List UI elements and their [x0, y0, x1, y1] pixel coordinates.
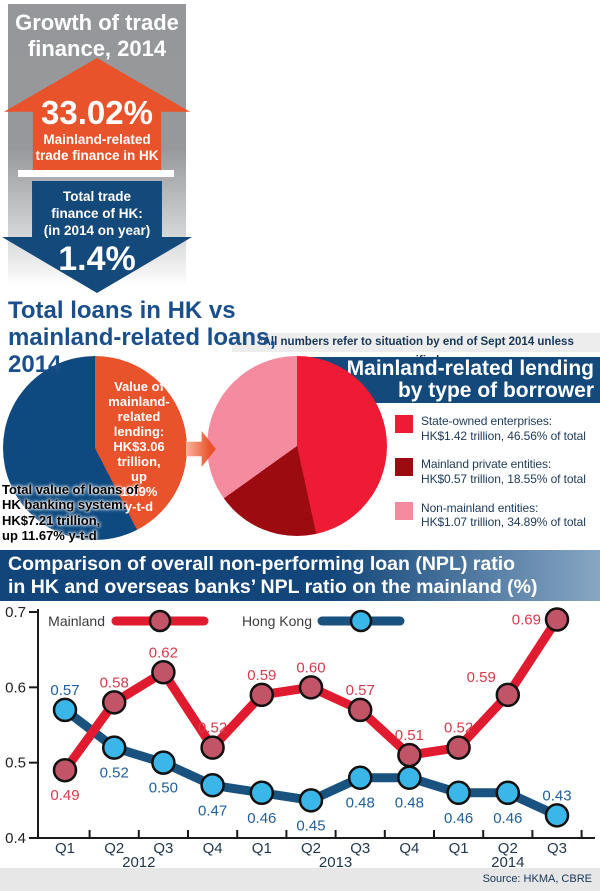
data-label: 0.47 — [198, 802, 227, 819]
data-label: 0.52 — [100, 765, 129, 782]
svg-text:Hong Kong: Hong Kong — [242, 613, 312, 629]
up-arrow: 33.02% Mainland-related trade finance in… — [4, 58, 190, 170]
down-arrow-caption: Total trade finance of HK: (in 2014 on y… — [43, 189, 151, 238]
svg-text:2014: 2014 — [491, 854, 524, 868]
legend-item-state-owned: State-owned enterprises: HK$1.42 trillio… — [395, 414, 586, 443]
borrower-pie — [207, 356, 387, 536]
data-label: 0.51 — [395, 727, 424, 744]
source-label: Source: HKMA, CBRE — [0, 868, 600, 891]
total-loans-label: Total value of loans of HK banking syste… — [2, 482, 139, 543]
svg-text:Q2: Q2 — [301, 840, 321, 857]
svg-text:0.4: 0.4 — [5, 830, 26, 847]
borrower-pie-header: Mainland-related lending by type of borr… — [310, 357, 600, 403]
data-label: 0.60 — [296, 659, 325, 676]
data-point — [101, 690, 127, 715]
svg-text:Q2: Q2 — [498, 840, 518, 857]
data-point — [495, 780, 521, 806]
data-point — [347, 765, 373, 790]
svg-text:Q2: Q2 — [104, 840, 124, 857]
data-label: 0.59 — [467, 669, 496, 686]
data-label: 0.59 — [247, 667, 276, 684]
data-point — [397, 742, 422, 768]
data-label: 0.46 — [493, 810, 522, 827]
svg-text:Q3: Q3 — [153, 840, 173, 857]
svg-text:0.5: 0.5 — [5, 755, 26, 772]
legend-swatch — [395, 415, 413, 433]
data-label: 0.48 — [395, 795, 424, 812]
data-label: 0.58 — [100, 674, 129, 691]
up-arrow-caption: Mainland-related trade finance in HK — [35, 132, 159, 163]
data-label: 0.50 — [149, 780, 178, 797]
npl-chart-title: Comparison of overall non-performing loa… — [0, 550, 600, 601]
legend-swatch — [395, 458, 413, 477]
svg-text:Q3: Q3 — [547, 840, 567, 857]
svg-text:Q3: Q3 — [350, 840, 370, 857]
down-arrow: Total trade finance of HK: (in 2014 on y… — [2, 181, 192, 293]
legend-text: Mainland private entities: HK$0.57 trill… — [421, 457, 586, 486]
data-point — [446, 735, 471, 760]
svg-text:2012: 2012 — [122, 854, 155, 868]
total-loans-pie — [3, 356, 187, 540]
data-label: 0.43 — [542, 787, 571, 804]
legend-item-private: Mainland private entities: HK$0.57 trill… — [395, 457, 586, 486]
svg-text:2013: 2013 — [319, 854, 352, 868]
borrower-legend: State-owned enterprises: HK$1.42 trillio… — [395, 414, 586, 544]
data-label: 0.46 — [444, 810, 473, 827]
legend-swatch — [395, 501, 413, 520]
down-arrow-value: 1.4% — [58, 239, 136, 278]
data-label: 0.52 — [198, 720, 227, 737]
data-point — [52, 697, 78, 723]
data-label: 0.69 — [512, 612, 541, 629]
svg-text:Q1: Q1 — [252, 840, 272, 857]
svg-text:Q4: Q4 — [399, 840, 419, 857]
trade-finance-panel: Growth of trade finance, 2014 33.02% Mai… — [2, 4, 192, 293]
loans-section-title: Total loans in HK vs mainland-related lo… — [8, 297, 277, 378]
data-point — [200, 735, 225, 760]
svg-text:Mainland: Mainland — [48, 613, 105, 629]
svg-text:Q1: Q1 — [449, 840, 469, 857]
data-label: 0.57 — [346, 682, 375, 699]
data-point — [298, 788, 324, 813]
legend-item-non-mainland: Non-mainland entities: HK$1.07 trillion,… — [395, 501, 586, 530]
data-point — [249, 780, 275, 806]
svg-text:Q4: Q4 — [203, 840, 223, 857]
data-point — [101, 735, 127, 760]
data-label: 0.49 — [50, 787, 79, 804]
panel-title: Growth of trade finance, 2014 — [15, 10, 179, 61]
data-point — [151, 750, 176, 775]
data-label: 0.62 — [149, 644, 178, 661]
legend-text: State-owned enterprises: HK$1.42 trillio… — [421, 414, 586, 443]
svg-text:0.6: 0.6 — [5, 679, 26, 696]
data-point — [495, 682, 521, 708]
svg-text:Q1: Q1 — [55, 840, 75, 857]
data-point — [347, 697, 373, 723]
up-arrow-value: 33.02% — [41, 94, 153, 131]
data-label: 0.45 — [296, 817, 325, 834]
data-point — [446, 780, 471, 806]
data-point — [151, 660, 176, 685]
data-point — [52, 757, 78, 783]
data-point — [397, 765, 422, 790]
data-label: 0.57 — [50, 682, 79, 699]
mainland-slice-label: Value of mainland- related lending: HK$3… — [108, 379, 170, 514]
data-point — [544, 803, 570, 828]
data-point — [249, 682, 275, 708]
data-label: 0.52 — [444, 720, 473, 737]
data-point — [200, 773, 225, 798]
data-point — [298, 675, 324, 700]
footnote: *All numbers refer to situation by end o… — [232, 333, 600, 367]
legend-text: Non-mainland entities: HK$1.07 trillion,… — [421, 500, 586, 530]
arrow-divider — [18, 170, 174, 177]
data-label: 0.48 — [346, 795, 375, 812]
data-label: 0.46 — [247, 810, 276, 827]
svg-text:0.7: 0.7 — [5, 604, 26, 621]
data-point — [544, 607, 570, 632]
